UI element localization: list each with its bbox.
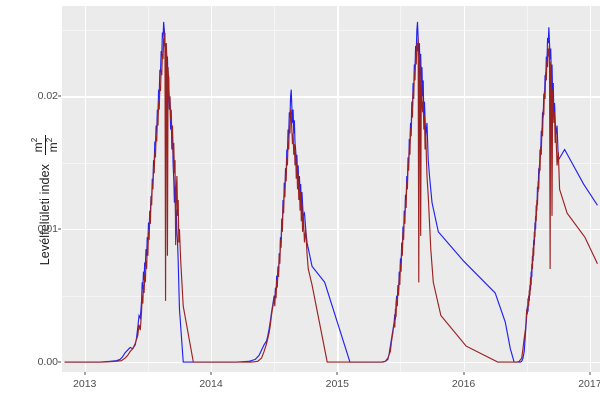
y-tick-label: 0.01 bbox=[37, 223, 58, 236]
y-axis-ticks: 0.00 0.01 0.02 bbox=[0, 0, 58, 400]
x-tick-mark bbox=[336, 372, 338, 375]
gridline-major-vertical bbox=[84, 6, 87, 372]
gridline-major-horizontal bbox=[62, 362, 600, 364]
gridline-major-vertical bbox=[589, 6, 592, 372]
gridline-minor-horizontal bbox=[62, 295, 600, 297]
y-tick-label: 0.00 bbox=[37, 356, 58, 369]
x-tick-label: 2015 bbox=[325, 378, 349, 390]
series-line-dark-red-series bbox=[65, 33, 598, 362]
gridline-major-vertical bbox=[337, 6, 339, 372]
x-tick-label: 2013 bbox=[73, 378, 97, 390]
x-tick-mark bbox=[589, 372, 591, 375]
y-tick-mark bbox=[58, 228, 61, 230]
x-tick-mark bbox=[84, 372, 86, 375]
y-tick-mark bbox=[58, 361, 61, 363]
y-tick-label: 0.02 bbox=[37, 90, 58, 103]
x-tick-label: 2016 bbox=[451, 378, 476, 390]
gridline-minor-vertical bbox=[147, 6, 149, 372]
y-tick-mark bbox=[58, 95, 61, 97]
x-tick-label: 2014 bbox=[199, 378, 223, 390]
gridline-minor-horizontal bbox=[62, 162, 600, 164]
gridline-minor-vertical bbox=[274, 6, 275, 372]
gridline-major-vertical bbox=[211, 6, 213, 372]
gridline-major-horizontal bbox=[62, 229, 600, 231]
gridline-major-horizontal bbox=[62, 96, 600, 98]
x-tick-label: 2017 bbox=[578, 378, 600, 390]
x-tick-mark bbox=[210, 372, 212, 375]
plot-panel bbox=[62, 6, 600, 372]
gridline-minor-vertical bbox=[526, 6, 528, 372]
series-layer bbox=[62, 6, 600, 372]
x-tick-mark bbox=[463, 372, 465, 375]
gridline-major-vertical bbox=[463, 6, 465, 372]
gridline-minor-horizontal bbox=[62, 29, 600, 31]
gridline-minor-vertical bbox=[400, 6, 402, 372]
